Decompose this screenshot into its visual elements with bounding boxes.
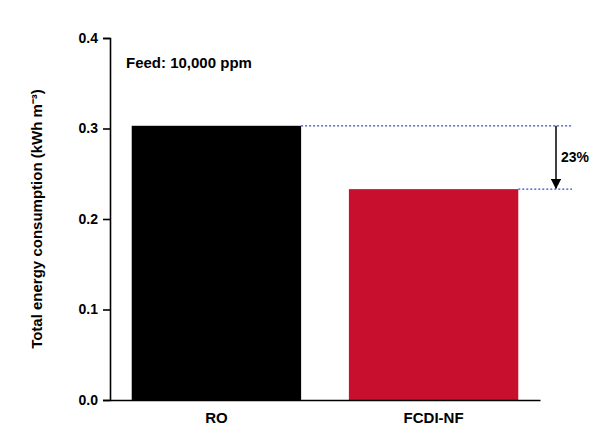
- bar: [132, 126, 301, 400]
- x-tick: FCDI-NF: [404, 400, 464, 426]
- reference-line: [301, 125, 572, 126]
- bar: [349, 189, 518, 400]
- x-tick-label: FCDI-NF: [404, 409, 464, 426]
- reference-lines: [301, 126, 572, 189]
- y-tick-mark: [103, 309, 110, 311]
- y-tick-label: 0.0: [79, 392, 99, 408]
- y-axis-title: Total energy consumption (kWh m⁻³): [28, 89, 45, 349]
- y-tick: 0.2: [79, 211, 110, 227]
- x-axis: RO FCDI-NF: [111, 400, 541, 426]
- y-tick: 0.0: [79, 392, 110, 408]
- chart: 0.0 0.1 0.2 0.3 0.4 RO FCDI-NF Total energy con…: [0, 0, 601, 439]
- y-tick: 0.1: [79, 301, 110, 317]
- y-tick-mark: [103, 128, 110, 130]
- x-axis-line: [111, 400, 541, 402]
- y-axis: 0.0 0.1 0.2 0.3 0.4: [79, 30, 111, 408]
- y-tick-label: 0.2: [79, 211, 99, 227]
- annotation: Feed: 10,000 ppm: [126, 54, 252, 71]
- x-tick-label: RO: [205, 409, 228, 426]
- y-tick-label: 0.3: [79, 120, 99, 136]
- difference-arrow: [555, 126, 557, 188]
- y-tick-mark: [103, 219, 110, 221]
- y-tick: 0.4: [79, 30, 110, 46]
- y-tick-mark: [103, 38, 110, 40]
- reference-line: [518, 188, 572, 189]
- y-tick-label: 0.4: [79, 30, 99, 46]
- y-tick: 0.3: [79, 120, 110, 136]
- annotation: 23%: [561, 149, 590, 165]
- y-tick-mark: [103, 400, 110, 402]
- y-axis-line: [103, 39, 111, 401]
- bars: [132, 126, 519, 400]
- x-tick: RO: [205, 400, 228, 426]
- y-tick-label: 0.1: [79, 301, 99, 317]
